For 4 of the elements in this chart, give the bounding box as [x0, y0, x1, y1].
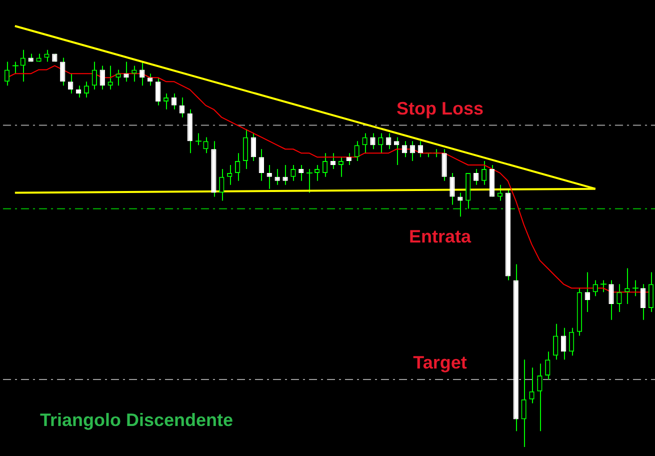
ref-line-label: Stop Loss	[396, 98, 484, 118]
annotation: Triangolo Discendente	[40, 410, 234, 430]
ref-line-label: Entrata	[408, 226, 472, 247]
ref-line-label: Target	[413, 352, 467, 372]
